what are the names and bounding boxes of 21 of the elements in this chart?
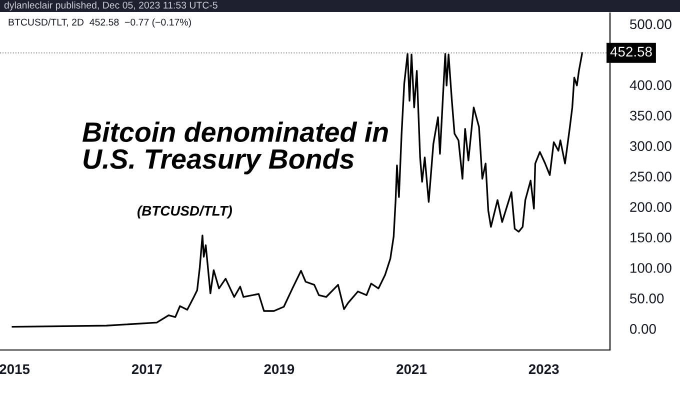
ref-line-label: 452.58 bbox=[610, 46, 652, 57]
x-tick-label: 2023 bbox=[528, 364, 559, 374]
x-tick-label: 2017 bbox=[132, 364, 162, 374]
y-tick-label: 100.00 bbox=[630, 263, 672, 273]
y-tick-label: 0.00 bbox=[630, 324, 656, 334]
x-tick-label: 2019 bbox=[264, 364, 294, 374]
annotation: BTCUSD/TLT, 2D 452.58 −0.77 (−0.17%) bbox=[8, 18, 191, 28]
y-tick-label: 200.00 bbox=[630, 202, 672, 212]
y-tick-label: 400.00 bbox=[630, 80, 672, 90]
y-tick-label: 300.00 bbox=[630, 141, 672, 152]
y-tick-label: 250.00 bbox=[630, 172, 672, 182]
y-tick-label: 150.00 bbox=[630, 232, 672, 242]
text: dylanleclair published, Dec 05, 2023 11:53 UTC-5 bbox=[4, 1, 218, 11]
y-tick-label: 350.00 bbox=[630, 110, 672, 121]
y-tick-label: 50.00 bbox=[630, 294, 664, 304]
annotation: (BTCUSD/TLT) bbox=[138, 206, 232, 218]
annotation: Bitcoin denominated in U.S. Treasury Bonds bbox=[82, 122, 388, 174]
line-series bbox=[12, 52, 584, 328]
x-tick-label: 2015 bbox=[0, 364, 30, 374]
y-tick-label: 500.00 bbox=[630, 19, 672, 30]
x-tick-label: 2021 bbox=[396, 364, 427, 374]
